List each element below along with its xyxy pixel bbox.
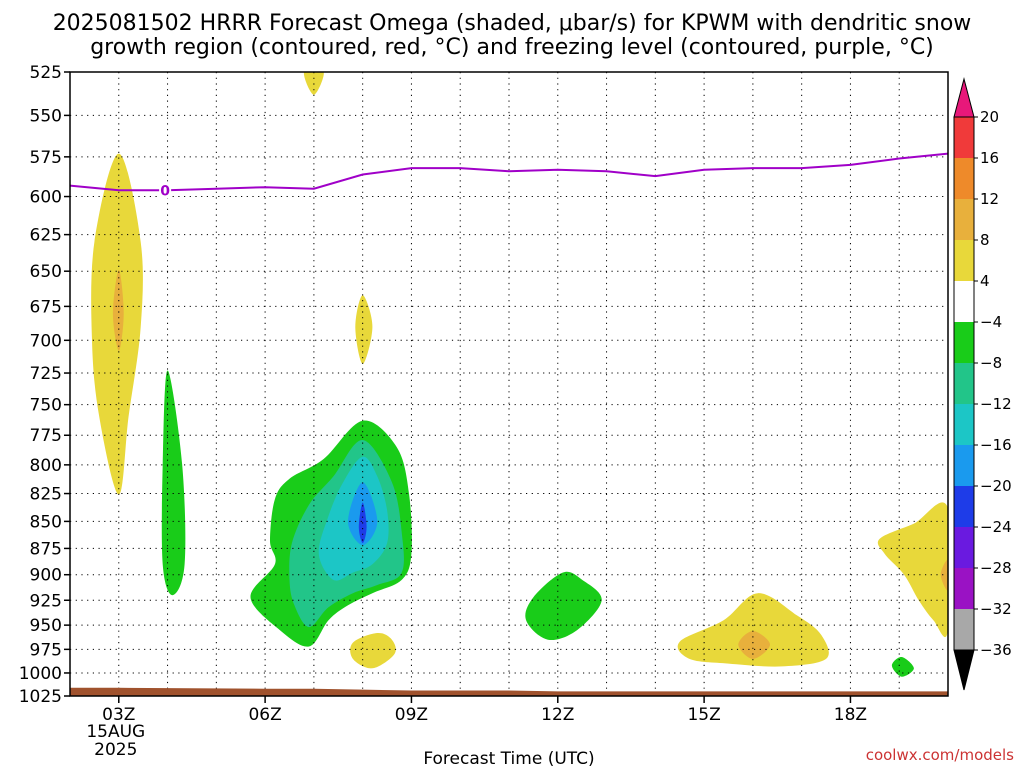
- colorbar-band-1: [954, 158, 974, 199]
- colorbar-band-4: [954, 281, 974, 322]
- colorbar-label-4: 4: [980, 272, 990, 290]
- colorbar-band-10: [954, 527, 974, 568]
- y-tick-label-750: 750: [30, 396, 62, 416]
- terrain-fill: [70, 687, 948, 696]
- y-tick-label-525: 525: [30, 63, 62, 83]
- omega-region-ascent-7z: [355, 295, 373, 364]
- y-tick-label-975: 975: [30, 640, 62, 660]
- x-tick-label-12Z: 12Z: [541, 705, 574, 725]
- x-tick-label-18Z: 18Z: [834, 705, 867, 725]
- colorbar-label-12: −32: [980, 600, 1012, 618]
- colorbar-label-1: 16: [980, 149, 999, 167]
- colorbar-label-5: −4: [980, 313, 1002, 331]
- y-axis: 525 550 575 600 625 650 675 700 725 750 775 800 825 8…: [19, 63, 70, 707]
- freezing-level-line: [69, 152, 949, 192]
- y-tick-label-575: 575: [30, 148, 62, 168]
- colorbar-label-13: −36: [980, 641, 1012, 659]
- colorbar: 20 16 12 8 4 −4 −8 −12 −16 −20 −24 −28 −32 −36: [953, 77, 1012, 691]
- colorbar-band-5: [954, 322, 974, 363]
- y-tick-label-550: 550: [30, 106, 62, 126]
- x-tick-label-09Z: 09Z: [395, 705, 428, 725]
- y-tick-label-700: 700: [30, 331, 62, 351]
- y-tick-label-925: 925: [30, 591, 62, 611]
- omega-region-ascent-0z-3z-core: [112, 269, 124, 351]
- colorbar-band-12: [954, 609, 974, 650]
- y-tick-label-775: 775: [30, 426, 62, 446]
- colorbar-band-8: [954, 445, 974, 486]
- y-tick-label-675: 675: [30, 297, 62, 317]
- x-axis-label: Forecast Time (UTC): [423, 749, 594, 768]
- y-tick-label-900: 900: [30, 566, 62, 586]
- omega-region-ascent-16z-core: [738, 631, 770, 659]
- omega-region-ascent-19z-20z: [877, 502, 948, 638]
- omega-region-ascent-16z: [677, 593, 829, 667]
- colorbar-label-3: 8: [980, 231, 990, 249]
- freezing-level-label-bg: [159, 181, 172, 199]
- omega-region-ascent-8z-low: [350, 632, 396, 669]
- y-tick-label-600: 600: [30, 188, 62, 208]
- y-tick-label-800: 800: [30, 456, 62, 476]
- colorbar-label-8: −16: [980, 436, 1012, 454]
- x-tick-label-03Z: 03Z: [102, 705, 135, 725]
- x-tick-year: 2025: [94, 740, 137, 760]
- colorbar-label-9: −20: [980, 477, 1012, 495]
- plot-background: [70, 72, 948, 696]
- omega-region-descent-4z: [161, 370, 186, 596]
- colorbar-band-3: [954, 240, 974, 281]
- plot-frame: [69, 71, 949, 697]
- colorbar-band-11: [954, 568, 974, 609]
- colorbar-band-0: [954, 117, 974, 158]
- colorbar-band-6: [954, 363, 974, 404]
- y-tick-label-950: 950: [30, 616, 62, 636]
- y-tick-label-725: 725: [30, 364, 62, 384]
- colorbar-label-0: 20: [980, 108, 999, 126]
- colorbar-label-2: 12: [980, 190, 999, 208]
- colorbar-label-10: −24: [980, 518, 1012, 536]
- colorbar-label-11: −28: [980, 559, 1012, 577]
- watermark: coolwx.com/models: [866, 746, 1014, 764]
- x-tick-label-15Z: 15Z: [687, 705, 720, 725]
- freezing-level-layer: 0: [69, 152, 949, 199]
- y-tick-label-1025: 1025: [19, 687, 62, 707]
- x-tick-date: 15AUG: [86, 722, 145, 742]
- y-tick-label-1000: 1000: [19, 664, 62, 684]
- colorbar-band-2: [954, 199, 974, 240]
- y-tick-label-825: 825: [30, 485, 62, 505]
- colorbar-min-arrow: [953, 649, 975, 691]
- omega-region-descent-12z: [525, 571, 602, 641]
- freezing-level-label: 0: [160, 183, 170, 199]
- colorbar-max-arrow: [953, 77, 975, 118]
- chart-title-line2: growth region (contoured, red, °C) and f…: [90, 35, 934, 60]
- y-tick-label-625: 625: [30, 226, 62, 246]
- colorbar-label-7: −12: [980, 395, 1012, 413]
- y-tick-label-650: 650: [30, 262, 62, 282]
- x-tick-label-06Z: 06Z: [248, 705, 281, 725]
- colorbar-band-7: [954, 404, 974, 445]
- terrain-area: [70, 687, 948, 696]
- chart-title-line1: 2025081502 HRRR Forecast Omega (shaded, …: [53, 11, 972, 36]
- colorbar-label-6: −8: [980, 354, 1002, 372]
- omega-region-descent-19z: [891, 656, 914, 677]
- y-tick-label-875: 875: [30, 539, 62, 559]
- omega-region-ascent-20z-core: [940, 559, 948, 591]
- y-tick-label-850: 850: [30, 512, 62, 532]
- colorbar-band-9: [954, 486, 974, 527]
- omega-shaded-regions: [91, 72, 948, 677]
- plot-grid: [70, 71, 948, 697]
